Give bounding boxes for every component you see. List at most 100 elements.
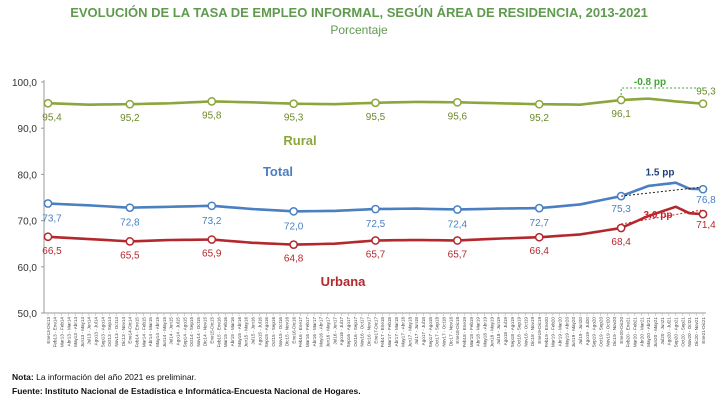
data-point (207, 201, 217, 211)
x-tick-label: Mar15 - Feb16 (223, 317, 228, 348)
x-tick-label: Abr19 - Mar20 (558, 317, 563, 347)
x-tick-label: Ago19 - Jul20 (585, 317, 590, 346)
x-tick-label: Mar20 - Feb21 (633, 317, 638, 348)
data-point (289, 240, 298, 249)
data-label: 72,4 (448, 220, 468, 231)
x-tick-label: Ago18 - Jul19 (503, 317, 508, 346)
data-point (371, 204, 380, 214)
data-point (43, 199, 53, 208)
x-tick-label: Nov15 - Oct16 (278, 317, 283, 347)
x-tick-label: Jun14 - May15 (162, 317, 167, 348)
y-tick-label: 50,0 (18, 309, 38, 320)
data-point (616, 95, 626, 105)
x-tick-label: Ene21-Dic21 (701, 317, 706, 344)
x-tick-label: Jul13 - Jun14 (87, 317, 92, 345)
x-tick-label: Jul14 - Jun15 (169, 317, 174, 345)
x-tick-label: Abr16 - Mar17 (312, 317, 317, 347)
x-tick-label: Ene17-Dic17 (373, 317, 378, 344)
x-tick-label: Jul16 - Jun17 (332, 317, 337, 345)
data-label: 95,3 (284, 113, 304, 124)
x-tick-label: Feb16 - Ene17 (298, 317, 303, 348)
data-label: 95,6 (448, 111, 468, 122)
chart-note: Nota: La información del año 2021 es pre… (12, 372, 196, 382)
x-tick-label: Ene16-Dic16 (291, 317, 296, 344)
data-label: 72,0 (284, 221, 304, 232)
x-tick-label: Nov18 - Oct19 (523, 317, 528, 347)
x-tick-label: Sep17 - Ago18 (428, 317, 433, 348)
x-tick-label: Ene18-Dic18 (455, 317, 460, 344)
data-label: 68,4 (611, 237, 631, 248)
x-tick-label: Feb14 - Ene15 (134, 317, 139, 348)
x-tick-label: Dic13 - Nov14 (121, 317, 126, 347)
x-tick-label: Ago13 - Jul14 (94, 317, 99, 346)
x-tick-label: Feb19 - Ene20 (544, 317, 549, 348)
annotation-rural: -0.8 pp (634, 77, 666, 88)
data-point (125, 203, 135, 213)
data-point (534, 99, 544, 109)
x-tick-label: Oct16 - Sep17 (353, 317, 358, 347)
chart-title: EVOLUCIÓN DE LA TASA DE EMPLEO INFORMAL,… (70, 5, 648, 20)
x-tick-label: Jun18 - May19 (489, 317, 494, 348)
y-tick-label: 60,0 (18, 263, 38, 274)
data-point (371, 98, 380, 108)
data-point (125, 99, 135, 109)
x-tick-label: May13 - Abr14 (73, 317, 78, 347)
data-point (125, 237, 135, 246)
data-label: 76,8 (696, 195, 716, 206)
data-label: 72,5 (366, 219, 386, 230)
data-label: 66,4 (530, 246, 550, 257)
x-tick-label: Sep14 - Ago15 (182, 317, 187, 348)
x-tick-label: Dic17 - Nov18 (448, 317, 453, 347)
data-point (698, 184, 708, 194)
x-tick-label: Abr13 - Mar14 (66, 317, 71, 347)
x-tick-label: Oct19 - Sep20 (598, 317, 603, 347)
data-label: 64,8 (284, 254, 304, 265)
annotation-urbana: 3.0 pp (644, 210, 673, 221)
x-tick-label: Jul20 - Jun21 (660, 317, 665, 345)
data-point (43, 98, 53, 108)
chart-subtitle: Porcentaje (330, 23, 388, 37)
data-point (698, 99, 708, 109)
data-label: 72,8 (120, 218, 140, 229)
x-tick-label: Mar18 - Feb19 (469, 317, 474, 348)
data-label: 73,7 (42, 214, 62, 225)
x-tick-label: Sep16 - Ago17 (346, 317, 351, 348)
x-tick-label: May16 - Abr17 (319, 317, 324, 347)
x-tick-label: Jul17 - Jun18 (414, 317, 419, 345)
data-point (453, 205, 462, 214)
x-tick-label: Nov20 - Oct21 (687, 317, 692, 347)
x-tick-label: May17 - Abr18 (401, 317, 406, 347)
x-tick-label: Ago20 - Jul21 (667, 317, 672, 346)
data-label: 95,4 (42, 112, 62, 123)
x-tick-label: Jun16 - May17 (326, 317, 331, 348)
y-tick-label: 100,0 (12, 78, 37, 89)
note-label: Nota: (12, 372, 34, 382)
x-tick-label: Oct13 - Sep14 (107, 317, 112, 347)
data-label: 95,3 (696, 87, 716, 98)
x-tick-label: Jul15 - Jun16 (250, 317, 255, 345)
x-tick-label: Nov16 - Oct17 (360, 317, 365, 347)
x-tick-label: Dic20 - Nov21 (694, 317, 699, 347)
x-tick-label: Jun17 - May18 (407, 317, 412, 348)
x-tick-label: Feb13 - Ene14 (53, 317, 58, 348)
series-name-rural: Rural (283, 133, 316, 148)
x-tick-label: May20 - Abr21 (646, 317, 651, 347)
x-tick-label: May14 - Abr15 (155, 317, 160, 347)
x-tick-label: Sep20 - Ago21 (674, 317, 679, 348)
x-tick-label: Jul18 - Jun19 (496, 317, 501, 345)
x-tick-label: Feb17 - Ene18 (380, 317, 385, 348)
data-label: 73,2 (202, 216, 222, 227)
x-tick-label: Sep13 - Ago14 (100, 317, 105, 348)
x-tick-label: Jun19 - May20 (571, 317, 576, 348)
x-tick-label: Abr18 - Mar19 (476, 317, 481, 347)
x-tick-label: Sep19 - Ago20 (592, 317, 597, 348)
x-tick-label: Feb20 - Ene21 (626, 317, 631, 348)
x-tick-label: Nov14 - Oct15 (196, 317, 201, 347)
x-tick-label: Oct18 - Sep19 (517, 317, 522, 347)
x-tick-label: Dic18 - Nov19 (530, 317, 535, 347)
x-tick-label: Ago14 - Jul15 (175, 317, 180, 346)
x-tick-label: Dic19 - Nov20 (612, 317, 617, 347)
x-tick-label: Sep18 - Ago19 (510, 317, 515, 348)
x-tick-label: Dic15 - Nov16 (285, 317, 290, 347)
